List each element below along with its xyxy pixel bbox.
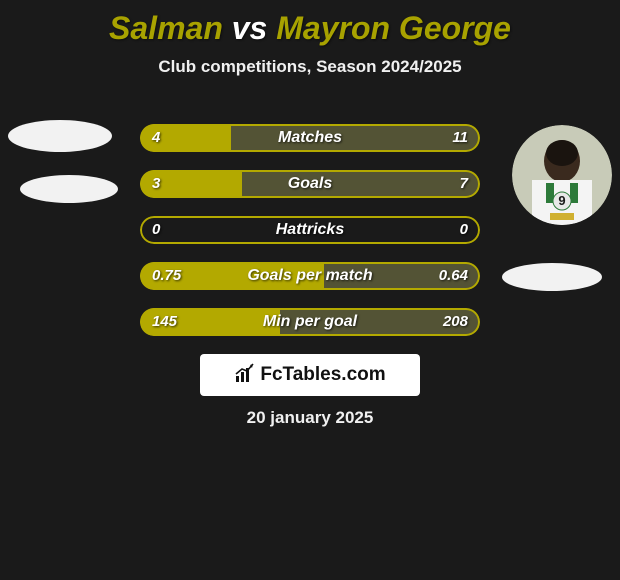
player1-name: Salman (109, 10, 223, 46)
vs-separator: vs (232, 10, 268, 46)
stat-value-right: 0 (460, 216, 468, 244)
stat-value-left: 0 (152, 216, 160, 244)
stat-value-left: 3 (152, 170, 160, 198)
stat-value-right: 7 (460, 170, 468, 198)
stat-row: Min per goal145 208 (140, 308, 480, 336)
stat-value-left: 0.75 (152, 262, 181, 290)
player1-flag-placeholder (20, 175, 118, 203)
stat-label: Goals per match (140, 262, 480, 290)
player2-avatar: 9 (512, 125, 612, 225)
player2-flag-placeholder (502, 263, 602, 291)
date-line: 20 january 2025 (0, 408, 620, 428)
brand-text: FcTables.com (260, 364, 385, 386)
comparison-title: Salman vs Mayron George (0, 0, 620, 47)
stat-label: Hattricks (140, 216, 480, 244)
stat-row: Goals per match0.75 0.64 (140, 262, 480, 290)
stat-label: Matches (140, 124, 480, 152)
stat-value-right: 11 (452, 124, 468, 152)
stats-bars: Matches4 11 Goals3 7 Hattricks0 0 Goals per ma… (140, 124, 480, 354)
svg-text:9: 9 (558, 193, 565, 208)
stat-row: Goals3 7 (140, 170, 480, 198)
brand-badge: FcTables.com (200, 354, 420, 396)
stat-value-right: 0.64 (439, 262, 468, 290)
stat-label: Goals (140, 170, 480, 198)
stat-row: Matches4 11 (140, 124, 480, 152)
stat-label: Min per goal (140, 308, 480, 336)
stat-row: Hattricks0 0 (140, 216, 480, 244)
player1-avatar-placeholder (8, 120, 112, 152)
player2-name: Mayron George (276, 10, 511, 46)
subtitle: Club competitions, Season 2024/2025 (0, 57, 620, 77)
chart-icon (234, 362, 256, 389)
stat-value-left: 145 (152, 308, 177, 336)
stat-value-left: 4 (152, 124, 160, 152)
stat-value-right: 208 (443, 308, 468, 336)
